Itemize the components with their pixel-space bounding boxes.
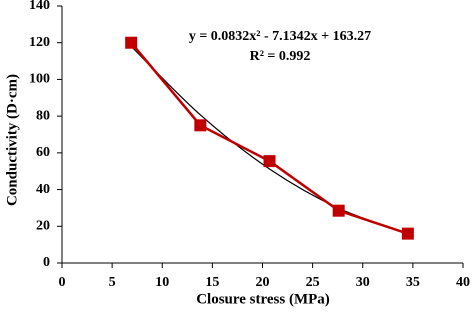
x-tick-label: 5 bbox=[109, 275, 116, 290]
marker bbox=[401, 227, 414, 240]
trend-equation: y = 0.0832x² - 7.1342x + 163.27 bbox=[189, 29, 371, 44]
y-tick-label: 80 bbox=[36, 108, 50, 123]
x-tick-label: 40 bbox=[456, 275, 470, 290]
data-line bbox=[130, 41, 409, 235]
x-tick-label: 0 bbox=[59, 275, 66, 290]
y-axis-title: Conductivity (D·cm) bbox=[4, 74, 20, 206]
x-tick-label: 30 bbox=[356, 275, 370, 290]
y-tick-label: 60 bbox=[36, 145, 50, 160]
y-tick-label: 20 bbox=[36, 219, 50, 234]
x-tick-label: 10 bbox=[155, 275, 169, 290]
x-tick-label: 20 bbox=[256, 275, 270, 290]
marker bbox=[194, 119, 207, 132]
marker bbox=[125, 36, 138, 49]
y-tick-label: 100 bbox=[29, 72, 50, 87]
x-axis-title: Closure stress (MPa) bbox=[196, 291, 330, 307]
y-tick-label: 140 bbox=[29, 0, 50, 13]
marker bbox=[332, 204, 345, 217]
x-tick-label: 25 bbox=[306, 275, 320, 290]
r-squared: R² = 0.992 bbox=[250, 49, 311, 64]
x-tick-label: 35 bbox=[406, 275, 420, 290]
marker bbox=[263, 155, 276, 168]
y-tick-label: 40 bbox=[36, 182, 50, 197]
y-tick-label: 0 bbox=[43, 255, 50, 270]
y-tick-label: 120 bbox=[29, 35, 50, 50]
x-tick-label: 15 bbox=[205, 275, 219, 290]
trend-line bbox=[130, 45, 409, 234]
